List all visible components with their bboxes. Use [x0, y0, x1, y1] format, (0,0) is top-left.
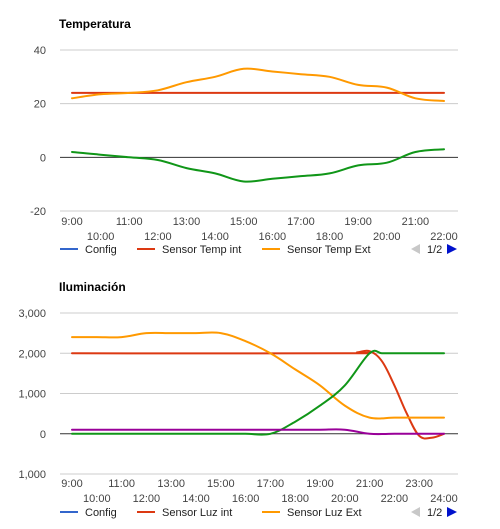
- x-tick-label: 11:00: [108, 478, 135, 490]
- x-tick-label: 22:00: [381, 493, 409, 505]
- legend-item[interactable]: Config: [60, 507, 117, 519]
- legend-label: Sensor Luz Ext: [287, 507, 362, 519]
- x-tick-label: 15:00: [207, 478, 235, 490]
- legend-item[interactable]: Sensor Temp int: [137, 244, 241, 256]
- series-line-unlabeled-4: [71, 428, 445, 436]
- x-tick-label: 14:00: [182, 493, 210, 505]
- x-tick-label: 10:00: [87, 231, 115, 243]
- y-tick-label: 3,000: [18, 308, 46, 320]
- x-tick-label: 12:00: [144, 231, 172, 243]
- chart-title: Temperatura: [59, 17, 131, 31]
- pager-next-icon[interactable]: [447, 244, 457, 254]
- pager-label: 1/2: [427, 507, 442, 519]
- legend-item[interactable]: Sensor Luz int: [137, 507, 232, 519]
- y-tick-label: 20: [34, 99, 46, 111]
- x-tick-label: 19:00: [306, 478, 334, 490]
- pager-prev-icon[interactable]: [411, 507, 420, 517]
- series-line-sensor-luz-int: [71, 349, 445, 440]
- illumination-chart: Iluminación 3,000 2,000 1,000 0 1,000 9:0010:0…: [18, 280, 458, 519]
- legend-item[interactable]: Sensor Temp Ext: [262, 244, 371, 256]
- legend-label: Config: [85, 507, 117, 519]
- x-tick-label: 18:00: [281, 493, 309, 505]
- x-tick-label: 24:00: [430, 493, 458, 505]
- legend-item[interactable]: Config: [60, 244, 117, 256]
- x-tick-label: 13:00: [173, 216, 201, 228]
- temperature-chart: Temperatura 40 20 0 -20 9:00 10:0011:0012:0013…: [30, 17, 458, 256]
- legend-item[interactable]: Sensor Luz Ext: [262, 507, 362, 519]
- x-tick-label: 15:00: [230, 216, 258, 228]
- legend-label: Sensor Temp int: [162, 244, 241, 256]
- pager-next-icon[interactable]: [447, 507, 457, 517]
- y-tick-label: 0: [40, 152, 46, 164]
- x-tick-label: 12:00: [133, 493, 161, 505]
- series-line-unlabeled-3: [71, 349, 445, 436]
- y-tick-label: 0: [40, 429, 46, 441]
- x-tick-label: 10:00: [83, 493, 111, 505]
- x-tick-label: 18:00: [316, 231, 344, 243]
- x-tick-label: 17:00: [287, 216, 315, 228]
- y-tick-label: 40: [34, 45, 46, 57]
- legend-label: Config: [85, 244, 117, 256]
- x-tick-label: 21:00: [402, 216, 430, 228]
- legend-label: Sensor Luz int: [162, 507, 232, 519]
- x-tick-label: 22:00: [430, 231, 458, 243]
- x-tick-label: 13:00: [157, 478, 185, 490]
- x-tick-label: 9:00: [61, 478, 82, 490]
- x-tick-label: 23:00: [405, 478, 433, 490]
- pager-label: 1/2: [427, 244, 442, 256]
- x-tick-label: 20:00: [373, 231, 401, 243]
- legend-label: Sensor Temp Ext: [287, 244, 371, 256]
- x-tick-label: 20:00: [331, 493, 359, 505]
- series-line-unlabeled-3: [71, 148, 445, 183]
- series-line-sensor-luz-ext: [71, 331, 445, 420]
- chart-title: Iluminación: [59, 280, 126, 294]
- y-tick-label: 1,000: [18, 469, 46, 481]
- x-tick-label: 16:00: [259, 231, 287, 243]
- pager-prev-icon[interactable]: [411, 244, 420, 254]
- x-tick-label: 9:00: [61, 216, 82, 228]
- x-tick-label: 16:00: [232, 493, 260, 505]
- x-tick-label: 14:00: [201, 231, 229, 243]
- y-tick-label: -20: [30, 206, 46, 218]
- series-line-sensor-temp-ext: [71, 67, 445, 102]
- y-tick-label: 2,000: [18, 348, 46, 360]
- x-tick-label: 17:00: [257, 478, 285, 490]
- x-tick-label: 11:00: [116, 216, 143, 228]
- x-tick-label: 21:00: [356, 478, 384, 490]
- x-tick-label: 19:00: [344, 216, 372, 228]
- y-tick-label: 1,000: [18, 389, 46, 401]
